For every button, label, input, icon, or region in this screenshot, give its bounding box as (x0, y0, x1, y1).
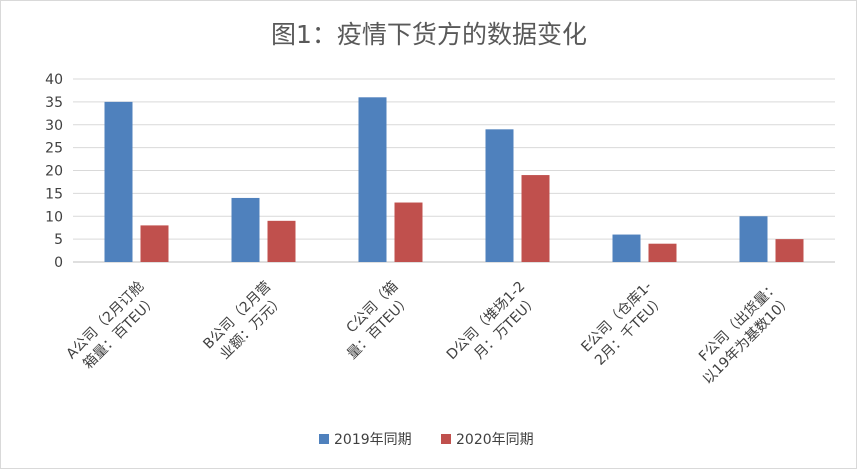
x-tick-label: E公司（仓库1-2月：千TEU） (578, 279, 668, 369)
x-tick-label: F公司（出货量：以19年为基数10） (695, 278, 795, 388)
legend-swatch-series2 (441, 434, 451, 444)
bars (104, 97, 804, 262)
bar-series1-3 (358, 97, 387, 262)
y-tick-label: 5 (54, 232, 63, 248)
y-axis-ticks: 0 5 10 15 20 25 30 35 40 (45, 72, 63, 271)
y-tick-label: 15 (45, 186, 63, 202)
gridlines (73, 78, 835, 263)
bar-series1-5 (612, 234, 641, 262)
y-tick-label: 40 (45, 72, 63, 88)
bar-series2-2 (267, 220, 296, 262)
legend: 2019年同期 2020年同期 (319, 432, 534, 448)
bar-series2-1 (140, 225, 169, 262)
x-tick-label: C公司（箱量：百TEU） (344, 279, 415, 363)
legend-swatch-series1 (319, 434, 329, 444)
bar-series2-5 (648, 243, 677, 262)
bar-series1-4 (485, 129, 514, 262)
y-tick-label: 25 (45, 141, 63, 157)
bar-series1-2 (231, 197, 260, 262)
bar-series2-3 (394, 202, 423, 262)
bar-series1-1 (104, 101, 133, 262)
chart-title: 图1：疫情下货方的数据变化 (271, 20, 587, 49)
y-tick-label: 10 (45, 209, 63, 225)
bar-series1-6 (739, 216, 768, 262)
bar-series2-6 (775, 239, 804, 262)
y-tick-label: 35 (45, 95, 63, 111)
legend-label-series2: 2020年同期 (456, 432, 534, 448)
y-tick-label: 20 (45, 164, 63, 180)
x-tick-label: D公司（堆场1-2月：万TEU） (444, 279, 542, 364)
y-tick-label: 0 (54, 255, 63, 271)
bar-series2-4 (521, 175, 550, 262)
y-tick-label: 30 (45, 118, 63, 134)
legend-label-series1: 2019年同期 (334, 432, 412, 448)
